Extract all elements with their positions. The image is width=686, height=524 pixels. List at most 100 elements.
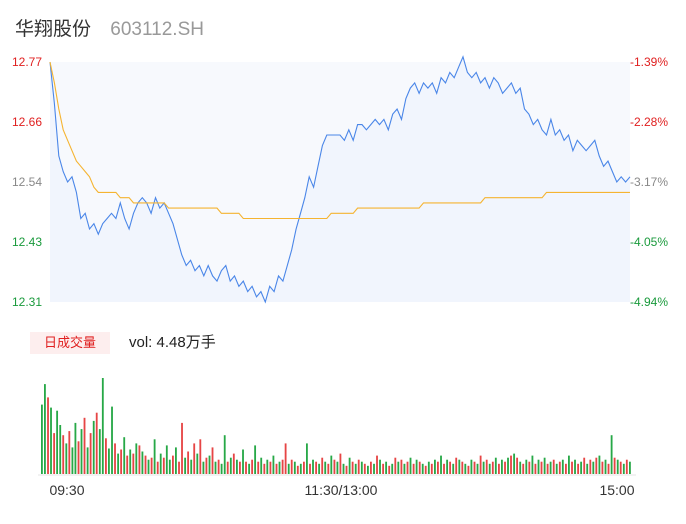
volume-bar [62,435,65,474]
volume-bar [175,447,177,474]
volume-bar [159,453,162,474]
volume-bar [333,459,336,474]
volume-bar [156,461,159,474]
volume-bar [357,459,360,474]
volume-bar [491,461,494,474]
volume-bar [610,435,613,474]
volume-bar [510,455,512,474]
volume-bar [239,461,241,474]
volume-bar [452,463,455,474]
volume-bar [440,455,442,474]
volume-bar [184,457,187,474]
volume-bar [321,457,324,474]
volume-bar [223,435,226,474]
volume-bar [574,459,576,474]
volume-bar [65,443,68,474]
volume-bar [327,463,330,474]
volume-bar [162,457,165,474]
volume-bar [403,463,406,474]
volume-bar [479,455,482,474]
volume-bar [363,463,366,474]
volume-bar [306,443,308,474]
volume-bar [220,463,223,474]
y-axis-left: 12.77 12.66 12.54 12.43 12.31 [12,55,42,309]
volume-bar [543,457,546,474]
volume-bar [315,461,318,474]
volume-bar [266,459,269,474]
volume-bar [117,453,120,474]
volume-bar [77,441,80,474]
volume-bar [354,463,357,474]
volume-bar [379,459,381,474]
volume-bar [385,461,388,474]
volume-bar [516,457,519,474]
volume-bar [178,461,180,474]
volume-bar [98,429,101,474]
volume-bar [470,459,473,474]
volume-bar [245,461,247,474]
volume-bar [598,455,601,474]
volume-bar [449,461,452,474]
stock-code: 603112.SH [110,19,204,40]
volume-bar [571,461,573,474]
volume-bar [251,459,254,474]
volume-bar [114,443,116,474]
volume-bar [132,453,135,474]
volume-bar [592,461,595,474]
volume-bar [446,459,449,474]
volume-bar [546,463,549,474]
volume-bar [455,457,458,474]
volume-bar [568,455,570,474]
y-axis-right: -1.39% -2.28% -3.17% -4.05% -4.94% [630,55,668,309]
volume-bar [360,461,363,474]
series-line-avg [49,61,630,220]
volume-bar [80,429,83,474]
volume-bar [92,420,95,474]
volume-bar [616,459,619,474]
volume-bar [418,461,421,474]
price-area [50,56,630,302]
volume-bar [71,447,74,474]
volume-bar [123,437,126,474]
volume-bar [254,445,257,474]
volume-bar [394,457,397,474]
y-left-tick: 12.54 [12,175,42,189]
x-tick: 15:00 [599,482,634,498]
volume-bar [95,412,98,474]
volume-bar [473,461,476,474]
volume-bar [53,433,56,474]
volume-bar [342,463,345,474]
volume-bar [187,451,190,474]
volume-bar [373,463,375,474]
volume-bar [345,465,348,474]
volume-bar [461,461,464,474]
volume-bar [153,439,156,474]
volume-bar [555,463,558,474]
volume-bar [196,453,199,474]
volume-bar [47,397,49,474]
price-lines [49,55,631,304]
volume-bar [126,455,129,474]
volume-bar [144,455,147,474]
volume-bar [281,459,284,474]
volume-bar [613,457,616,474]
volume-bar [561,459,564,474]
volume-bar [537,459,540,474]
volume-bar [531,455,534,474]
volume-bar [622,463,625,474]
volume-bar [299,463,302,474]
volume-bar [199,439,202,474]
volume-bar [129,449,132,474]
y-left-tick: 12.31 [12,295,42,309]
volume-bar [205,457,208,474]
volume-bar [111,406,113,474]
volume-bar [208,455,211,474]
volume-bar [226,461,229,474]
volume-bar [494,457,497,474]
volume-bar [336,461,339,474]
volume-bar [324,461,327,474]
price-area-fill [50,56,630,302]
volume-bar [589,459,592,474]
volume-bar [367,465,369,474]
volume-bar [382,463,385,474]
